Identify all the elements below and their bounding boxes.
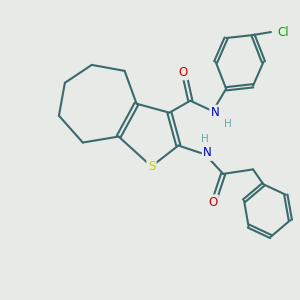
Text: S: S	[148, 160, 155, 173]
Text: N: N	[203, 146, 212, 160]
Text: O: O	[208, 196, 217, 209]
Text: N: N	[211, 106, 220, 119]
Text: Cl: Cl	[277, 26, 289, 38]
Text: O: O	[178, 66, 188, 79]
Text: H: H	[201, 134, 209, 144]
Text: H: H	[224, 119, 232, 129]
